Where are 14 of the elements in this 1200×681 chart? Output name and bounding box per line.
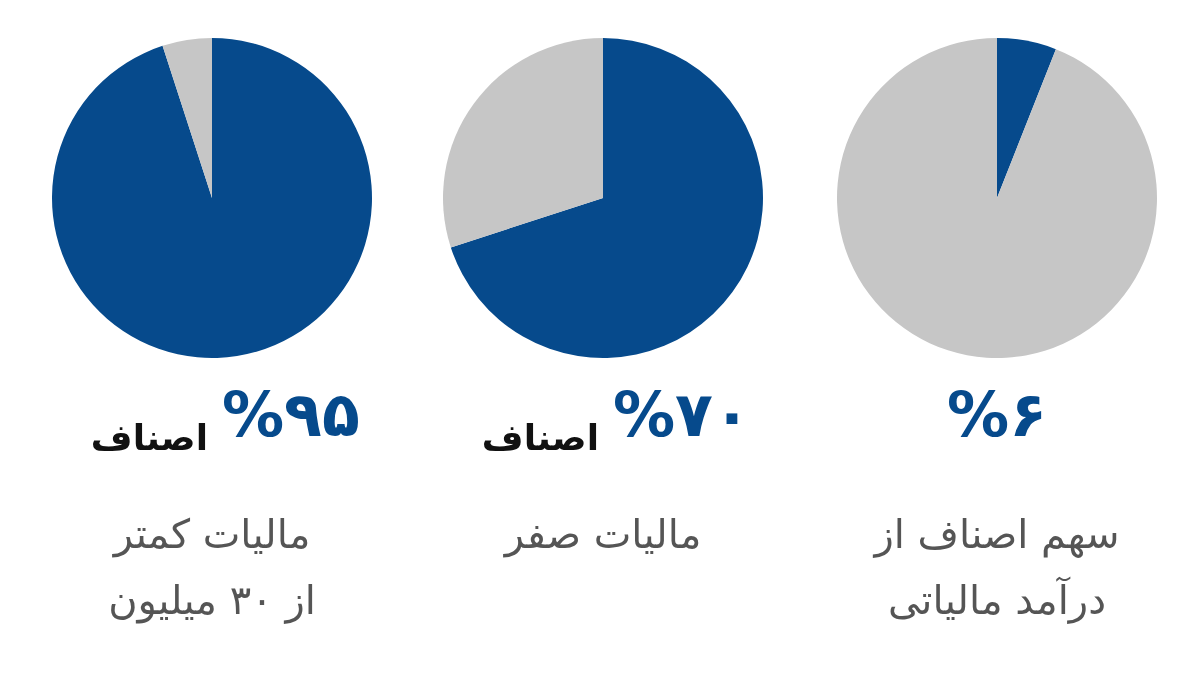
text: اصناف xyxy=(90,417,208,458)
text: مالیات صفر xyxy=(502,511,702,558)
pie-slice xyxy=(443,38,603,248)
pie-slice xyxy=(52,38,372,358)
text: مالیات کمتر از ۳۰ میلیون xyxy=(108,511,316,624)
text: %۷۰ xyxy=(613,378,751,451)
pie-slice xyxy=(162,38,212,198)
text: سهم اصناف از درآمد مالیاتی xyxy=(872,511,1120,624)
text: %۶ xyxy=(947,378,1047,451)
pie-slice xyxy=(997,38,1056,198)
pie-slice xyxy=(837,38,1157,358)
text: اصناف xyxy=(481,417,599,458)
text: %۹۵ xyxy=(222,378,360,451)
pie-slice xyxy=(450,38,763,358)
